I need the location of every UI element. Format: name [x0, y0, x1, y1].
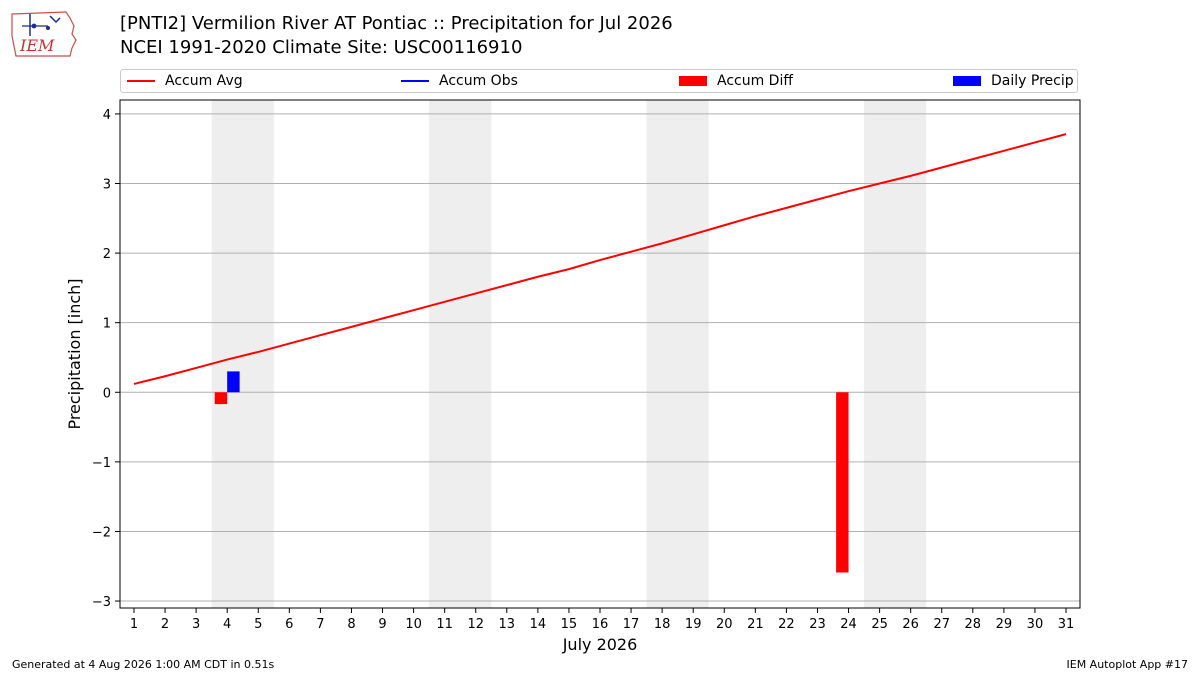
- y-axis-label: Precipitation [inch]: [65, 278, 84, 429]
- legend-label-daily-precip: Daily Precip: [991, 73, 1074, 89]
- x-tick-label-23: 23: [809, 617, 826, 632]
- logo-text: IEM: [19, 36, 55, 55]
- x-tick-label-18: 18: [654, 617, 671, 632]
- iowa-outline-icon: [11, 11, 77, 57]
- x-tick-label-6: 6: [285, 617, 293, 632]
- x-tick-label-17: 17: [623, 617, 640, 632]
- x-tick-label-2: 2: [161, 617, 169, 632]
- legend-swatch-daily-precip: [953, 76, 981, 86]
- x-tick-label-27: 27: [933, 617, 950, 632]
- x-tick-label-10: 10: [405, 617, 422, 632]
- x-tick-label-9: 9: [378, 617, 386, 632]
- x-tick-label-8: 8: [347, 617, 355, 632]
- y-tick-label-2: 2: [103, 247, 111, 262]
- y-tick-label-7: −3: [92, 595, 111, 610]
- x-tick-label-25: 25: [871, 617, 888, 632]
- x-tick-label-24: 24: [840, 617, 857, 632]
- legend-label-accum-avg: Accum Avg: [165, 73, 243, 89]
- x-tick-label-29: 29: [996, 617, 1013, 632]
- daily-precip-bar-day-4: [227, 371, 240, 393]
- x-tick-label-5: 5: [254, 617, 262, 632]
- x-tick-label-20: 20: [716, 617, 733, 632]
- x-axis-label: July 2026: [562, 635, 638, 654]
- legend-item-accum-diff: Accum Diff: [679, 70, 793, 92]
- x-tick-label-22: 22: [778, 617, 795, 632]
- x-tick-label-1: 1: [130, 617, 138, 632]
- chart-title: [PNTI2] Vermilion River AT Pontiac :: Pr…: [120, 13, 673, 34]
- y-tick-label-5: −1: [92, 456, 111, 471]
- x-tick-label-3: 3: [192, 617, 200, 632]
- legend-label-accum-diff: Accum Diff: [717, 73, 794, 89]
- legend-swatch-accum-diff: [679, 76, 707, 86]
- y-tick-label-3: 1: [103, 317, 111, 332]
- legend: Accum Avg Accum Obs Accum Diff Daily Pre…: [120, 69, 1078, 93]
- y-tick-label-6: −2: [92, 525, 111, 540]
- weekend-band-0: [211, 100, 274, 608]
- weekend-band-1: [429, 100, 492, 608]
- x-tick-label-31: 31: [1058, 617, 1075, 632]
- x-tick-label-30: 30: [1027, 617, 1044, 632]
- x-tick-label-16: 16: [592, 617, 609, 632]
- x-tick-label-15: 15: [561, 617, 578, 632]
- accum-diff-bar-day-24: [836, 392, 849, 573]
- x-tick-label-28: 28: [965, 617, 982, 632]
- x-tick-label-7: 7: [316, 617, 324, 632]
- legend-item-accum-avg: Accum Avg: [127, 70, 243, 92]
- x-tick-label-11: 11: [436, 617, 453, 632]
- y-tick-label-4: 0: [103, 386, 111, 401]
- iem-logo: IEM: [11, 11, 77, 57]
- y-tick-label-0: 4: [103, 108, 111, 123]
- legend-item-daily-precip: Daily Precip: [953, 70, 1074, 92]
- footer-generated: Generated at 4 Aug 2026 1:00 AM CDT in 0…: [12, 658, 275, 671]
- accum-diff-bar-day-4: [214, 392, 228, 405]
- chart-subtitle: NCEI 1991-2020 Climate Site: USC00116910: [120, 37, 523, 58]
- weekend-band-2: [646, 100, 709, 608]
- x-tick-label-26: 26: [902, 617, 919, 632]
- legend-swatch-accum-obs: [401, 80, 429, 82]
- legend-swatch-accum-avg: [127, 80, 155, 82]
- legend-item-accum-obs: Accum Obs: [401, 70, 518, 92]
- x-tick-label-4: 4: [223, 617, 231, 632]
- accum-avg-line: [133, 133, 1067, 385]
- legend-label-accum-obs: Accum Obs: [439, 73, 518, 89]
- x-tick-label-13: 13: [499, 617, 516, 632]
- x-tick-label-12: 12: [467, 617, 484, 632]
- footer-app: IEM Autoplot App #17: [1066, 658, 1189, 671]
- x-tick-label-21: 21: [747, 617, 764, 632]
- y-tick-label-1: 3: [103, 178, 111, 193]
- x-tick-label-19: 19: [685, 617, 702, 632]
- x-tick-label-14: 14: [530, 617, 547, 632]
